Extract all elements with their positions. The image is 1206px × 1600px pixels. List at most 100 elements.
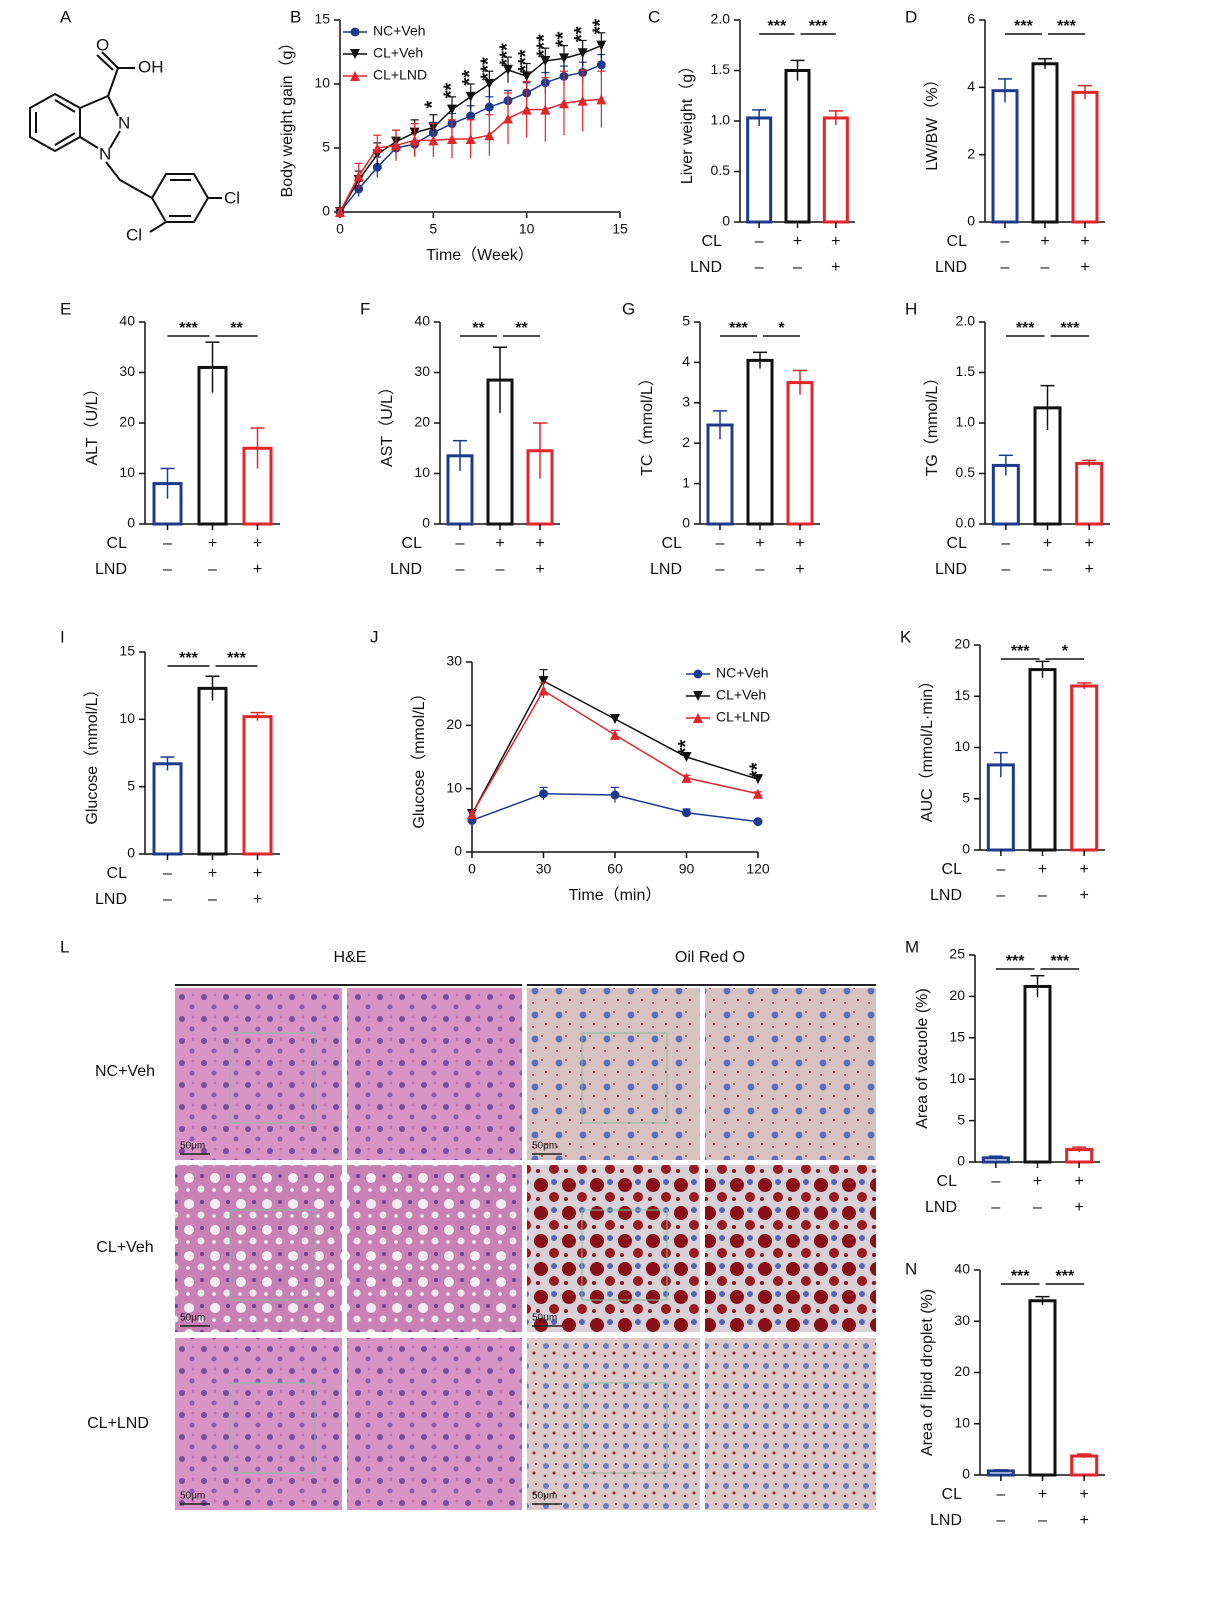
zoom-box (581, 1209, 668, 1301)
y-tick-label: 0.5 (956, 464, 976, 480)
bar (706, 423, 734, 526)
y-tick-label: 30 (446, 653, 462, 669)
panel-label: C (648, 7, 660, 26)
y-tick-label: 40 (954, 1261, 970, 1277)
marker (539, 789, 548, 799)
y-tick-label: 6 (967, 11, 975, 27)
legend-marker (693, 691, 703, 701)
panel-label: J (370, 627, 379, 646)
significance-label: ** (552, 31, 574, 47)
atom: O (96, 35, 109, 54)
significance-label: *** (179, 320, 198, 337)
y-tick-label: 5 (127, 777, 135, 793)
x-axis-label: Time（Week） (426, 246, 534, 264)
atom: N (99, 144, 111, 163)
significance-label: *** (1057, 18, 1076, 35)
panel-label: A (60, 7, 72, 26)
marker (577, 48, 588, 59)
marker (596, 94, 607, 105)
significance-label: ** (440, 83, 462, 99)
y-tick-label: 0 (127, 845, 135, 861)
x-row-label: + (253, 535, 262, 552)
x-row-label: – (991, 1199, 1000, 1216)
marker (610, 729, 620, 740)
x-row-label: + (1079, 861, 1088, 878)
y-tick-label: 3 (682, 394, 690, 410)
marker (465, 91, 476, 102)
micrograph (347, 988, 522, 1160)
x-row-label: – (1001, 233, 1010, 250)
x-row-label: – (793, 259, 802, 276)
marker (353, 171, 364, 182)
significance-label: *** (1014, 18, 1033, 35)
y-tick-label: 20 (414, 414, 430, 430)
bar (991, 89, 1019, 224)
atom: Cl (224, 188, 240, 207)
significance-label: ** (459, 70, 481, 86)
y-tick-label: 20 (954, 636, 970, 652)
y-tick-label: 5 (962, 789, 970, 805)
x-row-label: + (1080, 259, 1089, 276)
x-row-label: – (716, 535, 725, 552)
y-tick-label: 10 (119, 710, 135, 726)
bond (109, 130, 121, 149)
x-row-label: + (793, 233, 802, 250)
marker (372, 143, 383, 153)
y-tick-label: 10 (414, 464, 430, 480)
bond (29, 92, 81, 153)
marker (681, 772, 692, 783)
y-axis-label: Area of vacuole (%) (914, 988, 931, 1129)
scale-bar-label: 50μm (532, 1141, 557, 1152)
legend-marker (350, 49, 360, 59)
x-row-name: CL (662, 535, 683, 552)
y-tick-label: 40 (414, 313, 430, 329)
x-row-label: + (208, 535, 217, 552)
significance-label: *** (478, 57, 500, 81)
marker (681, 752, 692, 762)
legend-label: CL+Veh (716, 687, 766, 703)
atom: OH (138, 57, 164, 76)
atom: Cl (126, 225, 142, 244)
x-row-label: + (253, 561, 262, 578)
marker (596, 40, 607, 51)
x-row-label: – (996, 1512, 1005, 1529)
y-tick-label: 10 (314, 75, 330, 91)
x-row-name: CL (947, 535, 968, 552)
x-row-label: – (1043, 561, 1052, 578)
y-tick-label: 15 (954, 687, 970, 703)
significance-label: ** (230, 320, 243, 337)
x-row-name: CL (107, 535, 128, 552)
y-tick-label: 15 (949, 1029, 965, 1045)
x-row-label: – (1001, 561, 1010, 578)
marker (753, 817, 763, 827)
marker (447, 104, 457, 115)
significance-label: *** (1050, 953, 1069, 970)
y-tick-label: 2.0 (711, 11, 731, 27)
x-row-label: + (495, 535, 504, 552)
x-row-label: – (756, 561, 765, 578)
y-tick-label: 0 (422, 515, 430, 531)
x-row-label: – (1038, 887, 1047, 904)
x-row-label: – (996, 1486, 1005, 1503)
y-tick-label: 0 (322, 203, 330, 219)
x-row-name: LND (935, 561, 967, 578)
significance-label: *** (1011, 1268, 1030, 1285)
marker (559, 53, 569, 64)
x-tick-label: 0 (336, 221, 344, 237)
x-row-label: + (1080, 233, 1089, 250)
bond (54, 132, 76, 146)
x-row-label: + (1074, 1199, 1083, 1216)
x-row-name: LND (925, 1199, 957, 1216)
bar (1028, 668, 1057, 852)
significance-label: ** (746, 762, 768, 778)
legend-marker (693, 713, 703, 723)
row-label: NC+Veh (95, 1063, 155, 1080)
significance-label: *** (1060, 320, 1079, 337)
x-row-label: + (831, 233, 840, 250)
bond (107, 67, 119, 97)
bar (197, 365, 228, 526)
significance-label: ** (515, 320, 528, 337)
x-row-label: – (456, 561, 465, 578)
x-row-label: + (1084, 561, 1093, 578)
atom: N (118, 113, 130, 132)
